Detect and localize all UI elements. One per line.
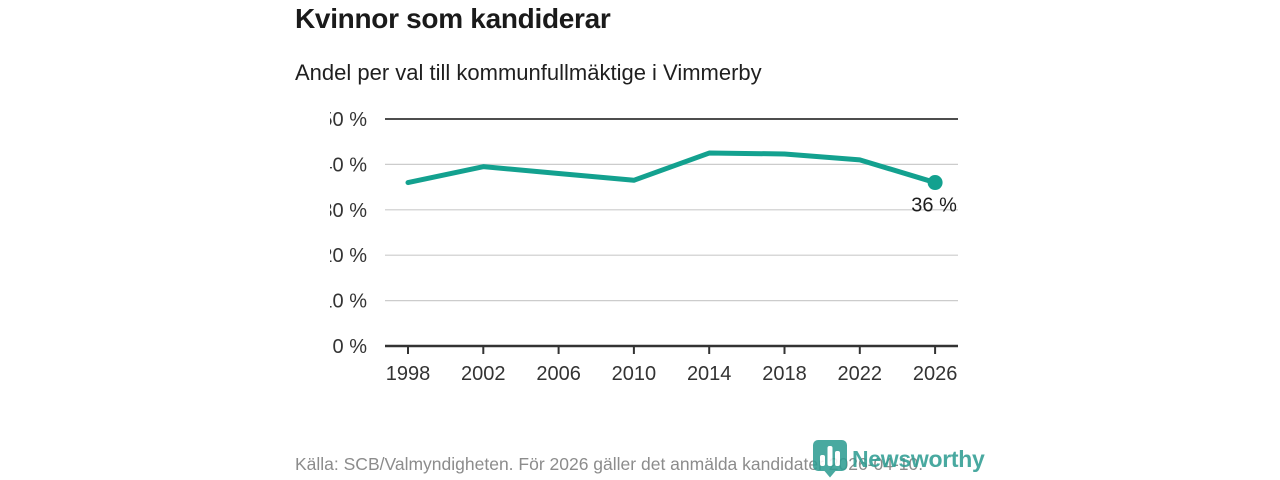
x-tick-label: 2026 bbox=[913, 363, 958, 385]
y-tick-label: 10 % bbox=[330, 291, 367, 313]
data-line bbox=[405, 150, 938, 186]
x-tick-label: 2022 bbox=[838, 363, 883, 385]
y-tick-label: 40 % bbox=[330, 154, 367, 176]
line-chart: 0 % 10 % 20 % 30 % 40 % 50 % 1998 2002 2006 2010 2… bbox=[330, 109, 958, 385]
newsworthy-logo: Newsworthy bbox=[813, 440, 985, 478]
y-tick-label: 0 % bbox=[333, 336, 368, 358]
y-tick-label: 20 % bbox=[330, 245, 367, 267]
y-tick-label: 50 % bbox=[330, 109, 367, 131]
x-tick-label: 2018 bbox=[762, 363, 807, 385]
source-note: Källa: SCB/Valmyndigheten. För 2026 gäll… bbox=[295, 454, 924, 474]
end-value-label: 36 % bbox=[911, 195, 957, 217]
x-tick-label: 2014 bbox=[687, 363, 732, 385]
chart-title: Kvinnor som kandiderar bbox=[295, 3, 611, 34]
newsworthy-wordmark: Newsworthy bbox=[852, 445, 985, 472]
data-point-end bbox=[927, 175, 943, 191]
chart-subtitle: Andel per val till kommunfullmäktige i V… bbox=[295, 60, 762, 85]
x-tick-label: 1998 bbox=[386, 363, 431, 385]
bar-chart-pin-icon bbox=[813, 440, 847, 478]
x-tick-label: 2010 bbox=[612, 363, 657, 385]
x-tick-label: 2002 bbox=[461, 363, 506, 385]
y-tick-label: 30 % bbox=[330, 200, 367, 222]
x-tick-label: 2006 bbox=[536, 363, 581, 385]
